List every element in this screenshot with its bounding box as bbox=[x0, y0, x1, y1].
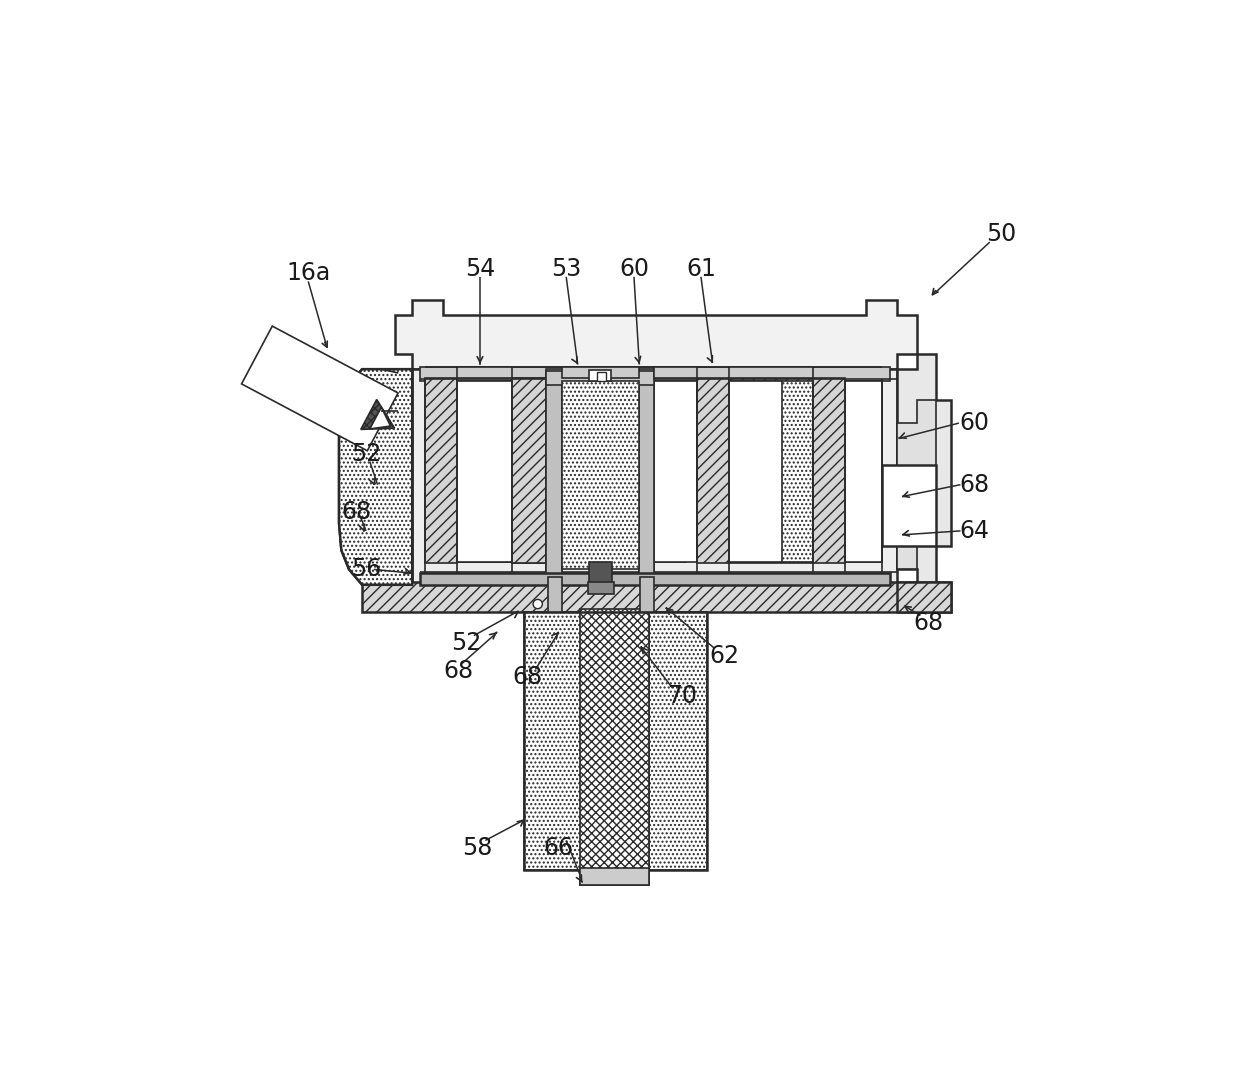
Bar bbox=[512, 378, 544, 563]
Text: 68: 68 bbox=[913, 611, 944, 636]
Bar bbox=[362, 583, 951, 612]
Bar bbox=[812, 381, 882, 562]
Bar bbox=[548, 577, 562, 612]
Bar bbox=[546, 370, 562, 585]
Bar bbox=[729, 366, 812, 378]
Bar bbox=[512, 378, 547, 563]
Text: 60: 60 bbox=[619, 257, 649, 281]
Text: 68: 68 bbox=[512, 665, 543, 690]
Text: 64: 64 bbox=[960, 519, 990, 543]
Bar bbox=[697, 378, 729, 563]
Bar bbox=[697, 381, 781, 562]
Text: 62: 62 bbox=[709, 643, 739, 668]
Text: 56: 56 bbox=[351, 558, 381, 582]
Bar bbox=[544, 381, 605, 562]
Bar bbox=[728, 381, 812, 562]
Bar bbox=[589, 370, 611, 381]
Bar bbox=[650, 612, 707, 870]
Bar bbox=[427, 381, 511, 562]
Bar bbox=[562, 381, 639, 570]
Bar bbox=[546, 371, 653, 385]
Text: 50: 50 bbox=[986, 223, 1017, 246]
Bar bbox=[523, 612, 582, 870]
Bar bbox=[424, 378, 456, 563]
Bar bbox=[728, 378, 812, 563]
Bar bbox=[653, 366, 697, 378]
Bar bbox=[637, 381, 697, 562]
Bar bbox=[697, 381, 781, 562]
Bar bbox=[635, 381, 686, 562]
Bar bbox=[523, 612, 707, 870]
Bar bbox=[637, 381, 697, 562]
Bar bbox=[605, 378, 637, 563]
Bar bbox=[836, 381, 882, 562]
Text: 68: 68 bbox=[444, 659, 474, 683]
Bar bbox=[812, 378, 844, 563]
Bar bbox=[420, 366, 889, 381]
Bar bbox=[427, 381, 515, 562]
Bar bbox=[427, 381, 515, 562]
Text: 58: 58 bbox=[463, 836, 492, 860]
Bar bbox=[639, 370, 653, 585]
Text: 54: 54 bbox=[465, 257, 495, 281]
Text: 52: 52 bbox=[451, 630, 481, 654]
Polygon shape bbox=[339, 370, 412, 585]
Bar bbox=[580, 868, 650, 885]
Bar bbox=[412, 370, 898, 585]
Text: 52: 52 bbox=[351, 442, 381, 466]
Bar bbox=[589, 562, 613, 585]
Text: 66: 66 bbox=[543, 836, 573, 860]
Circle shape bbox=[533, 600, 542, 609]
Polygon shape bbox=[361, 400, 394, 429]
Bar bbox=[427, 381, 511, 562]
Text: 68: 68 bbox=[960, 472, 990, 496]
Text: 61: 61 bbox=[686, 257, 715, 281]
Polygon shape bbox=[898, 400, 936, 570]
Bar bbox=[812, 381, 882, 562]
Polygon shape bbox=[339, 370, 412, 585]
Polygon shape bbox=[898, 353, 951, 585]
Polygon shape bbox=[882, 466, 936, 546]
Text: 60: 60 bbox=[960, 411, 990, 435]
Bar bbox=[543, 381, 593, 562]
Bar bbox=[562, 366, 639, 378]
Bar bbox=[456, 366, 512, 378]
Bar bbox=[580, 610, 650, 885]
Bar bbox=[420, 573, 889, 585]
Text: 16a: 16a bbox=[286, 261, 330, 285]
Polygon shape bbox=[370, 408, 391, 429]
Text: 53: 53 bbox=[551, 257, 582, 281]
Bar bbox=[544, 381, 605, 562]
Bar bbox=[640, 577, 653, 612]
Polygon shape bbox=[396, 299, 916, 370]
Bar bbox=[898, 583, 951, 612]
Text: 68: 68 bbox=[342, 499, 372, 523]
Bar bbox=[605, 378, 640, 563]
Bar bbox=[588, 583, 614, 595]
Polygon shape bbox=[242, 326, 398, 451]
Bar bbox=[596, 372, 606, 381]
Text: 70: 70 bbox=[667, 684, 697, 708]
